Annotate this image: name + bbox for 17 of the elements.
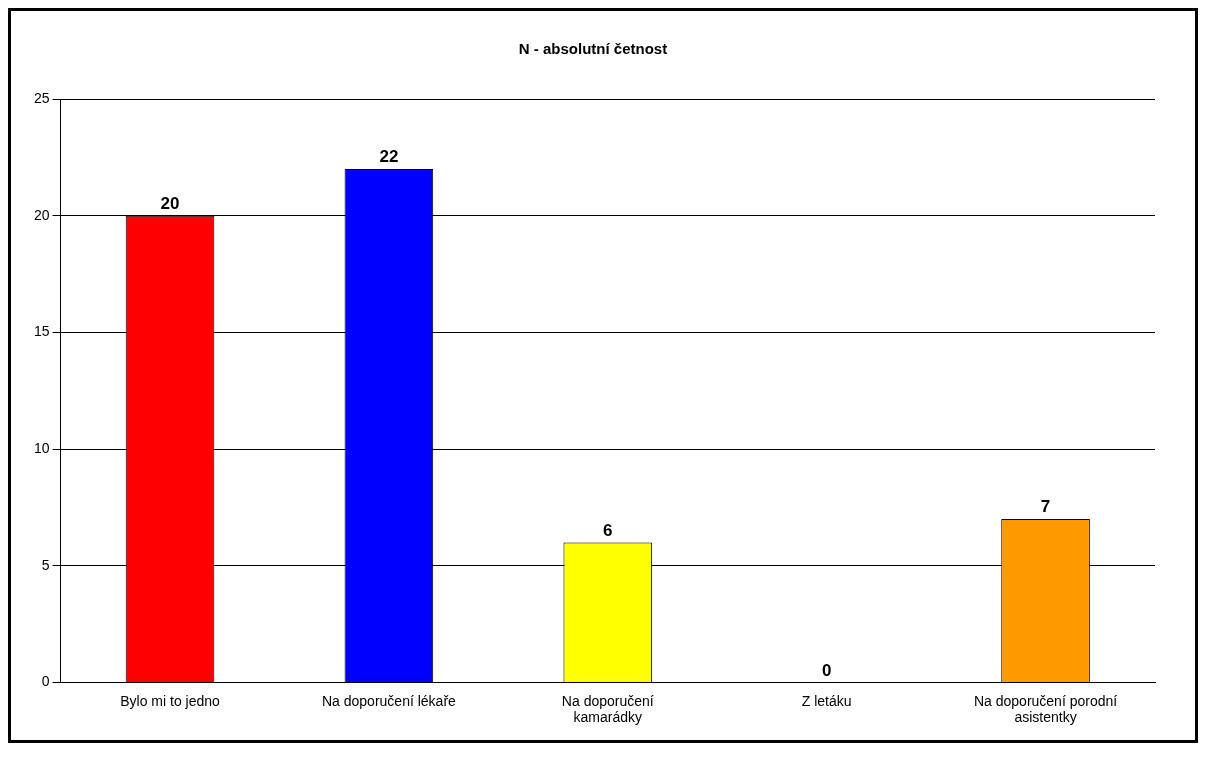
data-label: 0	[821, 660, 832, 680]
data-label: 20	[160, 193, 180, 213]
y-tick-label: 0	[41, 673, 50, 690]
y-tick-label: 10	[33, 439, 50, 456]
x-tick-label: Z letáku	[801, 692, 852, 709]
data-label: 7	[1040, 497, 1051, 517]
chart-title: N - absolutní četnost	[518, 40, 668, 58]
y-tick-label: 5	[41, 556, 50, 573]
data-label: 22	[379, 147, 399, 167]
x-tick-label: Na doporučení porodní asistentky	[973, 692, 1118, 726]
y-tick-label: 15	[33, 323, 50, 340]
y-tick-label: 25	[33, 89, 50, 106]
data-label: 6	[603, 520, 613, 540]
x-tick-label: Na doporučení lékaře	[321, 692, 457, 709]
y-tick-label: 20	[33, 206, 50, 223]
x-tick-label: Na doporučení kamarádky	[561, 692, 654, 726]
x-tick-label: Bylo mi to jedno	[120, 692, 221, 709]
